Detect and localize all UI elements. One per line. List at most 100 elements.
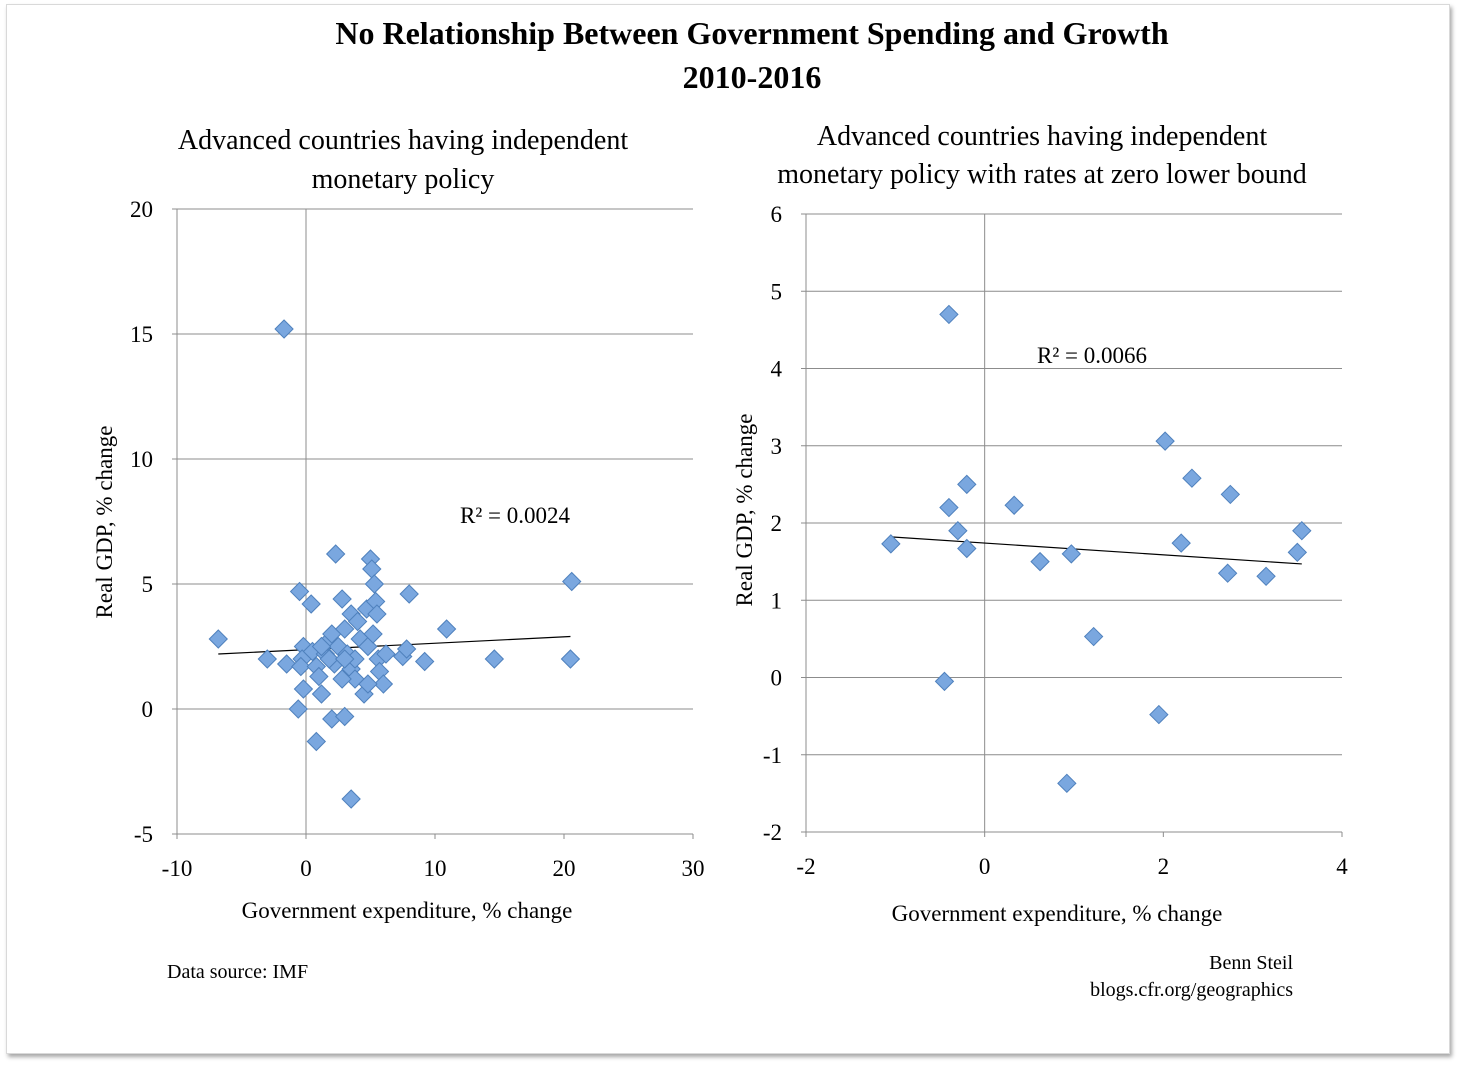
chart1-data-point	[309, 666, 329, 687]
chart1-data-point	[484, 649, 505, 669]
chart1-data-point	[306, 731, 327, 752]
chart2-r-squared: R² = 0.0066	[1037, 343, 1147, 368]
chart1-data-point	[562, 571, 582, 592]
chart2-data-point	[939, 304, 959, 325]
chart1-data-point	[396, 639, 417, 659]
figure-title-line1: No Relationship Between Government Spend…	[335, 15, 1168, 51]
chart1-y-tick-label: 15	[130, 322, 153, 347]
chart2-data-point	[1155, 431, 1175, 451]
figure-frame	[6, 4, 1450, 1054]
chart1-data-point	[319, 649, 339, 669]
chart2-data-point	[1292, 521, 1312, 541]
chart2-y-tick-label: 1	[771, 588, 783, 613]
chart2-y-tick-label: 0	[771, 666, 783, 691]
chart2-data-point	[957, 538, 977, 559]
chart1-x-tick-label: 0	[300, 856, 312, 881]
chart2-data-point	[934, 671, 955, 692]
chart1-title-line2: monetary policy	[312, 164, 495, 195]
chart1-data-point	[274, 319, 294, 339]
chart2-y-axis-label: Real GDP, % change	[732, 414, 757, 607]
chart2-y-tick-label: 6	[771, 202, 783, 227]
chart1-data-point	[367, 604, 387, 624]
chart2-data-point	[881, 534, 901, 554]
chart1-data-point	[358, 674, 378, 694]
chart2-title-line2: monetary policy with rates at zero lower…	[777, 159, 1307, 190]
chart1-data-point	[289, 581, 310, 602]
chart2-data-point	[1030, 551, 1050, 572]
chart1-data-point	[332, 589, 352, 609]
chart2-data-point	[1171, 533, 1191, 553]
chart2-y-tick-label: 5	[771, 279, 783, 304]
chart1-data-point	[363, 624, 383, 644]
chart1-y-tick-label: 5	[142, 572, 154, 597]
chart2-trendline	[890, 536, 1302, 565]
chart1-data-point	[436, 619, 457, 639]
chart1-title-line1: Advanced countries having independent	[178, 125, 628, 156]
chart2-y-tick-label: 3	[771, 434, 783, 459]
chart2-data-point	[1149, 704, 1169, 725]
chart2-y-tick-label: -2	[763, 820, 782, 845]
chart2-x-tick-label: 4	[1336, 854, 1348, 879]
chart2-data-point	[1220, 484, 1241, 505]
chart1-data-point	[347, 611, 368, 632]
chart2-y-tick-label: 4	[771, 357, 783, 382]
chart1-y-tick-label: -5	[134, 822, 153, 847]
chart2-data-point	[939, 497, 959, 518]
chart2-data-point	[1182, 468, 1202, 488]
chart2-data-point	[1083, 626, 1104, 647]
chart1-data-point	[325, 544, 346, 564]
chart2-y-tick-label: 2	[771, 511, 783, 536]
chart1-trendline	[218, 635, 571, 655]
chart1-y-axis-label: Real GDP, % change	[92, 426, 117, 619]
chart1-data-point	[376, 644, 396, 664]
chart1-data-point	[293, 679, 314, 699]
chart1-x-tick-label: 10	[424, 856, 447, 881]
chart1-data-point	[373, 674, 394, 694]
chart1-data-point	[291, 656, 311, 677]
scatter-chart-all-advanced: Advanced countries having independent mo…	[92, 125, 705, 923]
chart2-data-point	[1004, 495, 1024, 515]
credit-url: blogs.cfr.org/geographics	[1090, 979, 1293, 1001]
chart1-data-point	[560, 649, 581, 669]
chart1-x-tick-label: -10	[162, 856, 193, 881]
chart1-data-point	[288, 699, 308, 719]
chart2-x-tick-label: -2	[796, 854, 815, 879]
chart1-data-point	[334, 619, 355, 639]
chart2-data-point	[948, 521, 968, 541]
chart2-data-point	[957, 474, 977, 495]
credit-name: Benn Steil	[1209, 952, 1293, 974]
chart1-y-tick-label: 20	[130, 197, 153, 222]
chart2-data-point	[1256, 566, 1276, 587]
chart1-y-tick-label: 10	[130, 447, 153, 472]
chart2-data-point	[1057, 773, 1077, 794]
chart2-title-line1: Advanced countries having independent	[817, 121, 1267, 152]
figure-title-line2: 2010-2016	[683, 59, 822, 95]
chart1-data-point	[301, 594, 321, 614]
chart2-data-point	[1287, 542, 1308, 563]
chart1-data-point	[414, 651, 435, 672]
chart1-data-point	[332, 669, 352, 689]
chart2-data-point	[1061, 544, 1082, 564]
chart1-x-tick-label: 30	[682, 856, 705, 881]
chart2-data-point	[1217, 563, 1238, 583]
chart1-x-axis-label: Government expenditure, % change	[242, 898, 573, 923]
chart1-x-tick-label: 20	[553, 856, 576, 881]
chart2-x-tick-label: 2	[1158, 854, 1170, 879]
chart1-data-point	[276, 654, 297, 674]
scatter-chart-zero-lower-bound: Advanced countries having independent mo…	[732, 121, 1348, 926]
chart1-data-point	[399, 584, 419, 604]
chart1-r-squared: R² = 0.0024	[460, 503, 570, 528]
data-source-note: Data source: IMF	[167, 961, 308, 983]
chart1-data-point	[334, 706, 355, 727]
chart1-data-point	[208, 629, 228, 649]
chart1-data-point	[341, 789, 361, 809]
chart1-y-tick-label: 0	[142, 697, 154, 722]
chart1-data-point	[257, 649, 278, 669]
chart1-data-point	[311, 684, 332, 704]
chart1-data-point	[311, 636, 332, 657]
chart1-data-point	[364, 574, 385, 594]
chart2-y-tick-label: -1	[763, 743, 782, 768]
chart2-x-tick-label: 0	[979, 854, 991, 879]
chart1-data-point	[334, 649, 355, 669]
